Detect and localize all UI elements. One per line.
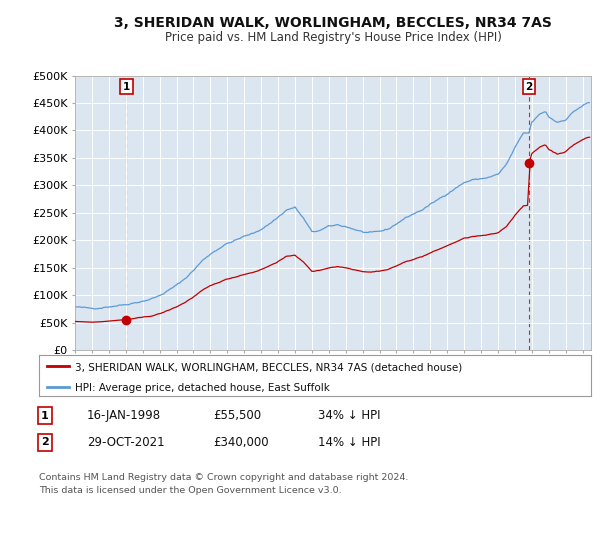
- Text: 1: 1: [123, 82, 130, 92]
- Text: Price paid vs. HM Land Registry's House Price Index (HPI): Price paid vs. HM Land Registry's House …: [164, 31, 502, 44]
- Text: 2: 2: [41, 437, 49, 447]
- Text: 3, SHERIDAN WALK, WORLINGHAM, BECCLES, NR34 7AS: 3, SHERIDAN WALK, WORLINGHAM, BECCLES, N…: [114, 16, 552, 30]
- Text: £55,500: £55,500: [213, 409, 261, 422]
- Text: HPI: Average price, detached house, East Suffolk: HPI: Average price, detached house, East…: [75, 382, 330, 393]
- Text: 29-OCT-2021: 29-OCT-2021: [87, 436, 164, 449]
- Text: 14% ↓ HPI: 14% ↓ HPI: [318, 436, 380, 449]
- Text: Contains HM Land Registry data © Crown copyright and database right 2024.
This d: Contains HM Land Registry data © Crown c…: [39, 473, 409, 494]
- Text: 2: 2: [525, 82, 533, 92]
- Text: 16-JAN-1998: 16-JAN-1998: [87, 409, 161, 422]
- Text: 3, SHERIDAN WALK, WORLINGHAM, BECCLES, NR34 7AS (detached house): 3, SHERIDAN WALK, WORLINGHAM, BECCLES, N…: [75, 362, 462, 372]
- Text: 1: 1: [41, 410, 49, 421]
- Text: 34% ↓ HPI: 34% ↓ HPI: [318, 409, 380, 422]
- Text: £340,000: £340,000: [213, 436, 269, 449]
